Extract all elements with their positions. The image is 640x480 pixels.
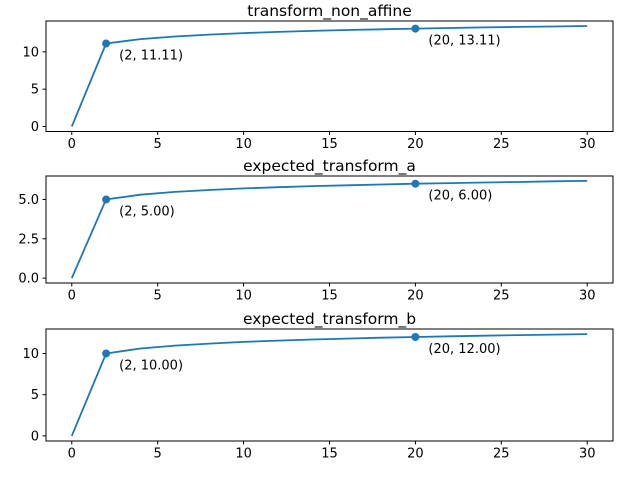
axes-title: transform_non_affine <box>247 2 411 21</box>
point-annotation: (20, 13.11) <box>428 34 500 49</box>
x-tick-label: 0 <box>68 137 76 152</box>
data-point-marker <box>411 179 420 188</box>
x-tick-label: 30 <box>579 447 596 462</box>
axes-frame <box>45 328 614 442</box>
axes-title: expected_transform_a <box>243 157 416 176</box>
data-line <box>70 180 588 279</box>
axes-frame <box>45 20 614 132</box>
x-tick-label: 25 <box>493 447 510 462</box>
x-tick-label: 10 <box>235 289 252 304</box>
data-line <box>70 25 588 127</box>
x-tick-label: 30 <box>579 137 596 152</box>
x-tick-label: 5 <box>154 137 162 152</box>
x-tick-label: 20 <box>407 447 424 462</box>
x-tick-label: 5 <box>154 447 162 462</box>
y-tick-label: 0.0 <box>18 272 39 287</box>
axes-frame <box>45 175 614 284</box>
axes-title: expected_transform_b <box>243 310 416 329</box>
data-line <box>70 333 588 437</box>
data-point-marker <box>411 24 420 33</box>
y-tick-label: 0 <box>31 429 39 444</box>
y-tick-label: 10 <box>22 347 39 362</box>
data-point-marker <box>411 332 420 341</box>
subplot-expected_transform_a: expected_transform_a 0 5 10 15 20 25 30 0.0 2.5 5.… <box>18 157 614 304</box>
point-annotation: (2, 5.00) <box>119 204 175 219</box>
x-tick-label: 15 <box>321 447 338 462</box>
data-point-marker <box>102 39 111 48</box>
x-tick-label: 15 <box>321 289 338 304</box>
x-tick-label: 25 <box>493 289 510 304</box>
x-tick-label: 15 <box>321 137 338 152</box>
point-annotation: (2, 11.11) <box>119 49 183 64</box>
y-tick-label: 5 <box>31 388 39 403</box>
y-tick-label: 0 <box>31 120 39 135</box>
point-annotation: (20, 6.00) <box>428 189 492 204</box>
data-point-marker <box>102 349 111 358</box>
y-tick-label: 10 <box>22 45 39 60</box>
point-annotation: (20, 12.00) <box>428 342 500 357</box>
x-tick-label: 0 <box>68 447 76 462</box>
subplot-transform_non_affine: transform_non_affine 0 5 10 15 20 25 30 0 5 10 (2, … <box>22 2 614 152</box>
x-tick-label: 10 <box>235 137 252 152</box>
x-tick-label: 25 <box>493 137 510 152</box>
y-tick-label: 5 <box>31 83 39 98</box>
x-tick-label: 30 <box>579 289 596 304</box>
x-tick-label: 0 <box>68 289 76 304</box>
subplot-expected_transform_b: expected_transform_b 0 5 10 15 20 25 30 0 5 10 (2, … <box>22 310 614 462</box>
point-annotation: (2, 10.00) <box>119 358 183 373</box>
x-tick-label: 5 <box>154 289 162 304</box>
x-tick-label: 10 <box>235 447 252 462</box>
y-tick-label: 2.5 <box>18 232 39 247</box>
x-tick-label: 20 <box>407 137 424 152</box>
data-point-marker <box>102 195 111 204</box>
y-tick-label: 5.0 <box>18 193 39 208</box>
x-tick-label: 20 <box>407 289 424 304</box>
